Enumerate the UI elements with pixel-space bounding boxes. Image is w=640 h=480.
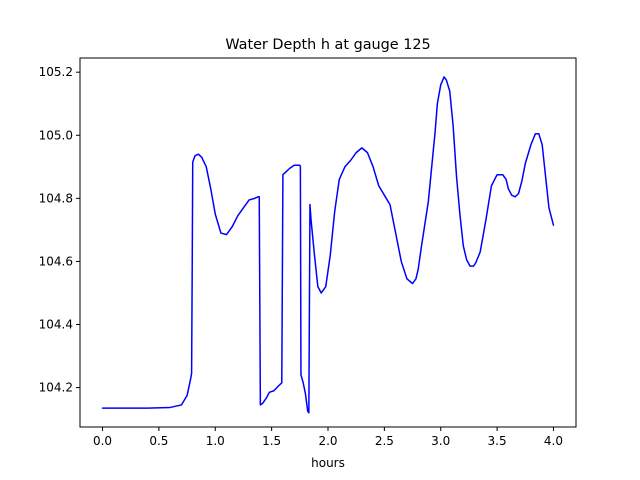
x-tick-label: 3.5 [488, 434, 507, 448]
y-tick-label: 105.2 [39, 65, 73, 79]
series-group [101, 76, 555, 414]
y-tick-label: 104.2 [39, 381, 73, 395]
x-tick-label: 3.0 [431, 434, 450, 448]
x-tick-label: 2.5 [375, 434, 394, 448]
x-axis-ticks: 0.0 0.5 1.0 1.5 2.0 2.5 3.0 3.5 4.0 [93, 427, 563, 448]
x-tick-label: 1.5 [262, 434, 281, 448]
plot-frame [79, 57, 577, 428]
series-line-0 [101, 76, 555, 414]
y-tick-label: 104.8 [39, 191, 73, 205]
y-tick-label: 104.6 [39, 254, 73, 268]
x-tick-label: 0.5 [149, 434, 168, 448]
x-tick-label: 0.0 [93, 434, 112, 448]
y-tick-label: 105.0 [39, 128, 73, 142]
y-tick-label: 104.4 [39, 318, 73, 332]
plot-area [80, 58, 576, 427]
chart-title: Water Depth h at gauge 125 [225, 37, 430, 53]
x-tick-label: 2.0 [318, 434, 337, 448]
x-tick-label: 1.0 [206, 434, 225, 448]
x-tick-label: 4.0 [544, 434, 563, 448]
y-axis-ticks: 104.2 104.4 104.6 104.8 105.0 105.2 [39, 65, 80, 395]
x-axis-label: hours [311, 456, 345, 470]
